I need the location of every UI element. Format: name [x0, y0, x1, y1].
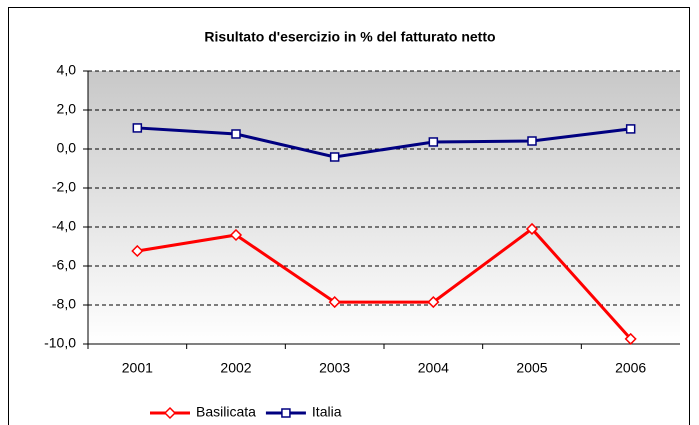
- y-tick-label: 4,0: [57, 62, 77, 78]
- plot-area: [88, 71, 680, 344]
- x-tick-label: 2003: [319, 360, 350, 376]
- y-tick-label: 0,0: [57, 140, 77, 156]
- marker: [427, 296, 440, 309]
- y-tick-label: -6,0: [52, 257, 76, 273]
- marker: [132, 123, 143, 133]
- x-tick-label: 2005: [516, 360, 547, 376]
- x-tick-label: 2002: [220, 360, 251, 376]
- y-tick-label: 2,0: [57, 101, 77, 117]
- y-tick-label: -10,0: [44, 335, 76, 351]
- chart-title: Risultato d'esercizio in % del fatturato…: [204, 29, 495, 45]
- marker: [428, 137, 439, 147]
- marker: [131, 244, 144, 258]
- marker: [163, 406, 177, 420]
- marker: [527, 136, 537, 146]
- x-tick-label: 2006: [615, 360, 646, 376]
- series-line: [137, 226, 632, 340]
- x-tick-label: 2001: [122, 360, 153, 376]
- marker: [625, 124, 636, 134]
- marker: [281, 408, 291, 418]
- series-line: [137, 126, 631, 159]
- legend-label: Basilicata: [196, 404, 256, 420]
- marker: [624, 332, 637, 345]
- marker: [229, 228, 243, 242]
- y-tick-label: -8,0: [52, 296, 76, 312]
- x-tick-label: 2004: [418, 360, 449, 376]
- y-tick-label: -4,0: [52, 218, 76, 234]
- marker: [525, 222, 539, 236]
- marker: [329, 152, 340, 162]
- marker: [328, 296, 341, 309]
- y-tick-label: -2,0: [52, 179, 76, 195]
- marker: [231, 129, 241, 139]
- legend-label: Italia: [312, 404, 342, 420]
